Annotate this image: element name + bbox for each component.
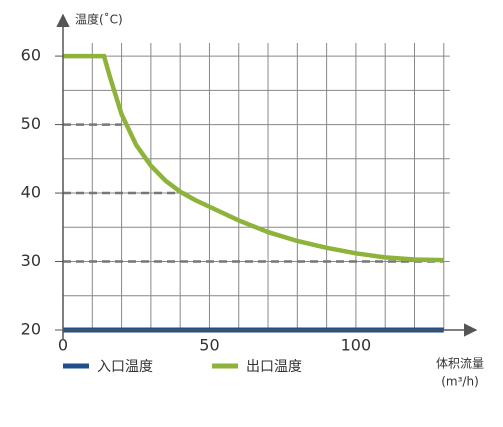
x-tick-label: 100: [341, 336, 372, 355]
grid: [55, 43, 450, 331]
y-tick-label: 50: [21, 114, 41, 133]
y-tick-label: 30: [21, 251, 41, 270]
y-tick-label: 20: [21, 320, 41, 339]
y-tick-label: 40: [21, 183, 41, 202]
x-tick-label: 50: [199, 336, 219, 355]
x-axis-label: 体积流量: [436, 357, 484, 371]
legend-label: 入口温度: [97, 359, 153, 375]
y-axis-label: 温度(˚C): [75, 12, 123, 27]
series-line: [63, 53, 444, 263]
x-tick-label: 0: [58, 336, 68, 355]
y-tick-label: 60: [21, 46, 41, 65]
x-axis-unit: (m³/h): [441, 375, 479, 389]
legend-label: 出口温度: [246, 359, 302, 375]
